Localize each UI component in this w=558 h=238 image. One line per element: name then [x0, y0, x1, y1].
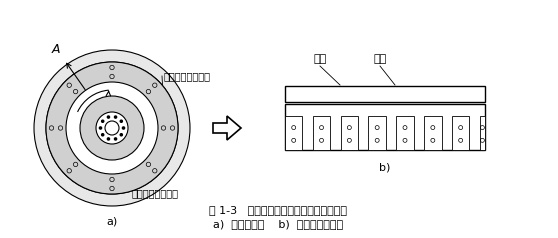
Bar — [86, 110, 96, 122]
Bar — [285, 104, 485, 150]
Circle shape — [114, 137, 117, 141]
Bar — [128, 134, 137, 146]
Circle shape — [101, 133, 104, 137]
Circle shape — [66, 82, 158, 174]
Bar — [320, 92, 324, 96]
Circle shape — [46, 62, 178, 194]
Bar — [128, 110, 137, 122]
Bar — [107, 101, 117, 106]
Circle shape — [114, 115, 117, 119]
Bar — [364, 92, 368, 96]
Bar — [118, 103, 129, 112]
Circle shape — [96, 112, 128, 144]
Bar — [285, 86, 485, 102]
Bar — [313, 115, 330, 150]
Bar — [408, 92, 412, 96]
Circle shape — [76, 92, 148, 164]
Circle shape — [34, 50, 190, 206]
Bar — [94, 103, 105, 112]
Bar — [396, 115, 413, 150]
Text: A: A — [52, 43, 60, 56]
Text: a): a) — [107, 216, 118, 226]
Bar — [85, 123, 90, 133]
Circle shape — [80, 96, 144, 160]
Circle shape — [107, 115, 110, 119]
Bar — [285, 115, 302, 150]
Bar — [62, 157, 83, 178]
Circle shape — [119, 133, 123, 137]
Polygon shape — [213, 116, 241, 140]
Bar — [107, 149, 117, 154]
Circle shape — [119, 119, 123, 123]
Text: 图 1-3   由旋转电机演变为直线电机的过程: 图 1-3 由旋转电机演变为直线电机的过程 — [209, 205, 347, 215]
Bar — [480, 115, 485, 150]
Bar — [141, 78, 162, 99]
Bar — [107, 175, 118, 193]
Bar — [424, 115, 441, 150]
Text: 定子绕组（初级）: 定子绕组（初级） — [164, 71, 211, 81]
Bar — [141, 157, 162, 178]
Text: 次级: 次级 — [314, 54, 326, 64]
Text: a)  沿径向剥开    b)  把圆周展成直线: a) 沿径向剥开 b) 把圆周展成直线 — [213, 219, 343, 229]
Bar — [452, 115, 469, 150]
Circle shape — [107, 137, 110, 141]
Bar — [368, 115, 386, 150]
Bar — [47, 123, 65, 134]
Bar — [133, 123, 138, 133]
Bar — [86, 134, 96, 146]
Bar — [94, 144, 105, 154]
Circle shape — [105, 121, 119, 135]
Text: b): b) — [379, 162, 391, 172]
Bar — [159, 123, 177, 134]
Circle shape — [101, 119, 104, 123]
Text: 初级: 初级 — [373, 54, 387, 64]
Bar — [452, 92, 456, 96]
Bar — [340, 115, 358, 150]
Circle shape — [99, 126, 102, 130]
Circle shape — [46, 62, 178, 194]
Text: 笼型转子（次级）: 笼型转子（次级） — [132, 188, 179, 198]
Bar — [107, 63, 118, 81]
Bar — [118, 144, 129, 154]
Bar — [62, 78, 83, 99]
Circle shape — [122, 126, 126, 130]
